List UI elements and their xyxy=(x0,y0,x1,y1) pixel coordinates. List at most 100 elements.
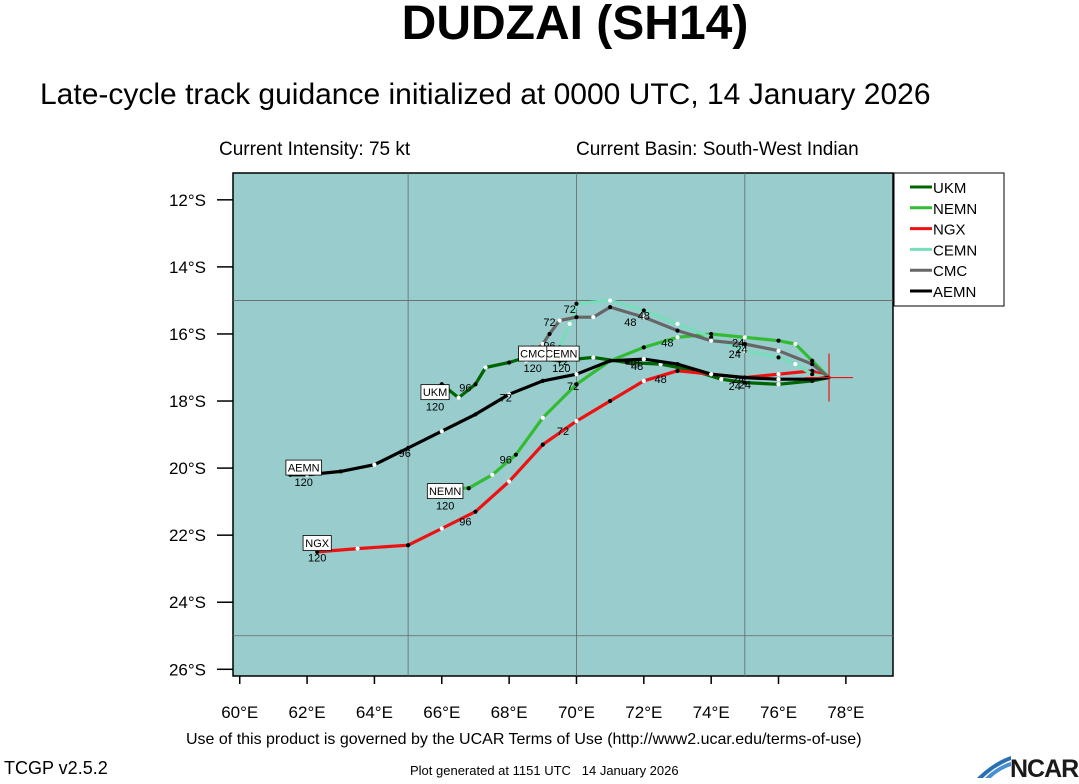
track-point xyxy=(742,341,747,347)
forecast-hour-label: 72 xyxy=(500,393,512,405)
forecast-hour-label: 96 xyxy=(399,448,411,460)
y-tick-label: 16°S xyxy=(169,325,206,344)
track-point xyxy=(439,526,444,531)
graticule xyxy=(233,173,893,676)
y-tick-label: 12°S xyxy=(169,191,206,210)
track-point xyxy=(608,298,613,303)
track-point xyxy=(466,486,471,491)
track-point xyxy=(719,377,724,382)
model-tag-label: CEMN xyxy=(545,349,577,361)
track-point xyxy=(574,315,579,320)
track-point xyxy=(742,375,747,380)
track-point xyxy=(547,331,552,337)
track-point xyxy=(513,452,518,457)
forecast-hour-label: 48 xyxy=(661,337,673,349)
track-point xyxy=(591,315,596,320)
track-point xyxy=(338,469,343,474)
forecast-hour-label: 24 xyxy=(732,374,744,386)
y-tick-label: 26°S xyxy=(169,660,206,679)
forecast-hour-label: 72 xyxy=(557,426,569,438)
ncar-logo-text: NCAR xyxy=(1010,755,1079,783)
x-tick-label: 60°E xyxy=(221,703,258,722)
track-point xyxy=(810,372,815,377)
legend-label: CMC xyxy=(933,263,967,280)
model-tag-box xyxy=(420,384,450,401)
track-point xyxy=(473,382,478,387)
chart-subtitle: Late-cycle track guidance initialized at… xyxy=(40,78,931,111)
track-point xyxy=(540,341,545,347)
track-point xyxy=(641,345,646,350)
legend-label: NEMN xyxy=(933,201,977,218)
current-position-marker xyxy=(805,353,854,402)
track-point xyxy=(776,338,781,343)
forecast-hour-label: 48 xyxy=(628,357,640,369)
track-point xyxy=(641,357,646,362)
model-tag-label: NEMN xyxy=(429,486,461,498)
track-point xyxy=(675,328,680,333)
current-intensity: Current Intensity: 75 kt xyxy=(219,139,411,160)
track-point xyxy=(675,335,680,340)
track-point xyxy=(557,318,562,323)
x-tick-label: 64°E xyxy=(356,703,393,722)
ocean-background xyxy=(232,172,894,677)
track-point xyxy=(810,358,815,363)
track-point xyxy=(810,377,815,382)
y-tick-label: 20°S xyxy=(169,459,206,478)
track-point xyxy=(574,382,579,387)
forecast-hour-label: 24 xyxy=(729,381,741,393)
track-point xyxy=(776,382,781,387)
track-point xyxy=(709,338,714,343)
x-tick-label: 66°E xyxy=(423,703,460,722)
track-point xyxy=(675,368,680,373)
version-label: TCGP v2.5.2 xyxy=(4,758,108,778)
track-point xyxy=(574,419,579,424)
track-point xyxy=(776,377,781,382)
forecast-hour-label: 24 xyxy=(729,349,741,361)
track-point xyxy=(574,372,579,377)
track-point xyxy=(776,372,781,377)
track-point xyxy=(439,429,444,434)
track-point xyxy=(709,372,714,377)
track-point xyxy=(641,308,646,313)
y-tick-label: 18°S xyxy=(169,392,206,411)
track-point xyxy=(608,398,613,404)
x-tick-label: 78°E xyxy=(827,703,864,722)
x-tick-label: 62°E xyxy=(289,703,326,722)
forecast-hour-label: 24 xyxy=(732,337,744,349)
forecast-hour-label: 48 xyxy=(624,317,636,329)
legend-label: AEMN xyxy=(933,284,976,301)
x-tick-label: 70°E xyxy=(558,703,595,722)
track-point xyxy=(810,362,815,367)
track-point xyxy=(540,442,545,447)
model-tag-label: NGX xyxy=(305,538,330,550)
track-point xyxy=(483,365,488,370)
model-end-hour-label: 120 xyxy=(552,363,570,375)
y-tick-label: 22°S xyxy=(169,526,206,545)
model-end-hour-label: 120 xyxy=(436,501,454,513)
track-point xyxy=(591,355,596,360)
model-end-hour-label: 120 xyxy=(426,402,444,414)
model-tracks xyxy=(288,298,831,555)
legend-label: UKM xyxy=(933,180,966,197)
track-point xyxy=(507,479,512,484)
generated-timestamp: Plot generated at 1151 UTC 14 January 20… xyxy=(410,763,679,778)
model-tag-box xyxy=(302,535,332,551)
track-labels: 24 48 72 96 UKM 120 24 48 72 96 NEMN 120 24 48 72 96 NGX… xyxy=(285,304,751,565)
model-tag-box xyxy=(285,459,322,476)
model-tag-label: AEMN xyxy=(288,463,320,475)
track-point xyxy=(355,546,360,551)
track-point xyxy=(406,445,411,451)
track-point xyxy=(641,378,646,384)
legend-label: NGX xyxy=(933,222,966,239)
y-tick-label: 24°S xyxy=(169,593,206,612)
model-end-hour-label: 120 xyxy=(524,363,542,375)
track-point xyxy=(776,355,781,360)
track-point xyxy=(567,321,572,326)
model-tag-box xyxy=(518,345,548,362)
forecast-hour-label: 96 xyxy=(459,383,471,395)
forecast-hour-label: 72 xyxy=(564,304,576,316)
track-point xyxy=(540,378,545,384)
chart-title: DUDZAI (SH14) xyxy=(401,0,749,50)
track-point xyxy=(675,321,680,326)
forecast-hour-label: 48 xyxy=(638,311,650,323)
